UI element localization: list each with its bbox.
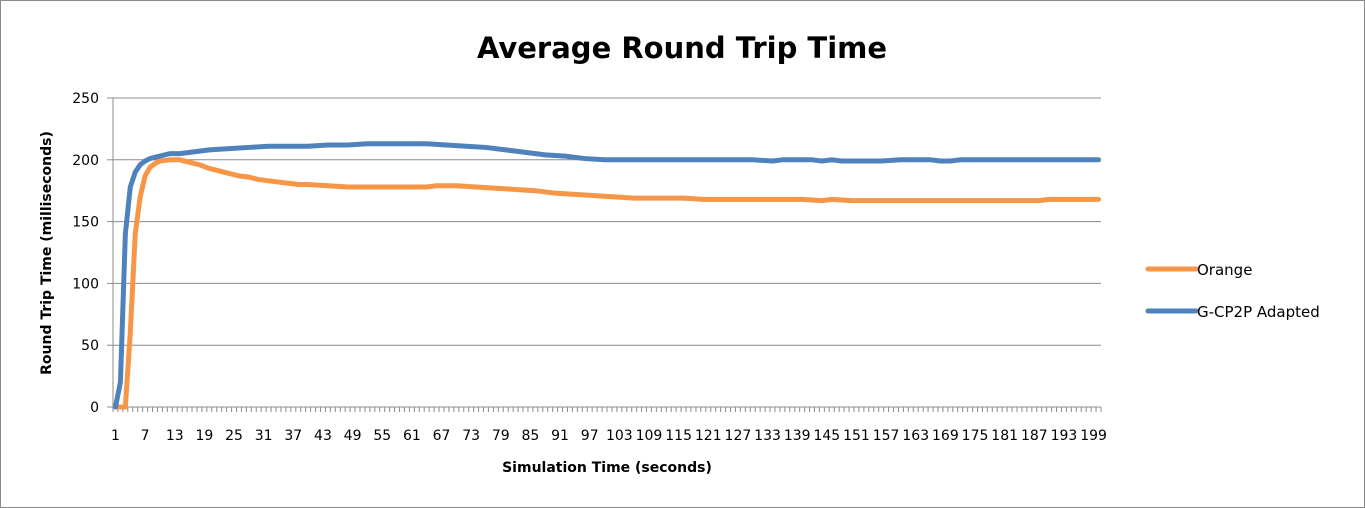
x-tick-label: 91: [551, 428, 569, 444]
x-tick-label: 73: [462, 428, 480, 444]
series-line: [112, 141, 1102, 410]
x-tick-label: 199: [1080, 428, 1107, 444]
x-tick-label: 25: [225, 428, 243, 444]
x-tick-label: 85: [522, 428, 540, 444]
legend: Orange G-CP2P Adapted: [1145, 261, 1320, 321]
x-tick-label: 7: [141, 428, 150, 444]
x-tick-label: 163: [902, 428, 929, 444]
x-tick-label: 49: [344, 428, 362, 444]
x-tick-label: 103: [606, 428, 633, 444]
x-tick-label: 151: [843, 428, 870, 444]
y-tick-label: 0: [90, 400, 99, 416]
x-tick-label: 43: [314, 428, 332, 444]
y-tick-label: 50: [81, 338, 99, 354]
y-tick-label: 100: [72, 276, 99, 292]
x-tick-label: 127: [725, 428, 752, 444]
x-tick-label: 37: [284, 428, 302, 444]
y-tick-label: 200: [72, 153, 99, 169]
x-tick-label: 79: [492, 428, 510, 444]
x-tick-label: 13: [166, 428, 184, 444]
y-tick-label: 150: [72, 215, 99, 231]
x-tick-label: 157: [873, 428, 900, 444]
chart-title: Average Round Trip Time: [477, 31, 887, 65]
series-line: [112, 157, 1102, 410]
y-axis-title: Round Trip Time (milliseconds): [39, 131, 55, 375]
x-tick-label: 97: [581, 428, 599, 444]
x-tick-label: 187: [1021, 428, 1048, 444]
y-tick-labels: 0 50 100 150 200 250: [72, 91, 99, 416]
x-tick-labels: 1 7 13 19 25 31 37 43 49 55 61 67 73 79 85 91 97 103 109 11…: [111, 428, 1107, 444]
x-tick-label: 109: [636, 428, 663, 444]
legend-label: Orange: [1197, 261, 1252, 279]
x-tick-label: 61: [403, 428, 421, 444]
x-tick-label: 67: [433, 428, 451, 444]
series-lines: [112, 141, 1102, 410]
y-tick-label: 250: [72, 91, 99, 107]
x-tick-label: 145: [813, 428, 840, 444]
axes: [112, 98, 1102, 412]
x-tick-label: 175: [962, 428, 989, 444]
x-tick-label: 55: [373, 428, 391, 444]
x-tick-label: 193: [1051, 428, 1078, 444]
x-tick-label: 133: [754, 428, 781, 444]
x-axis-title: Simulation Time (seconds): [502, 460, 712, 476]
x-tick-label: 1: [111, 428, 120, 444]
y-gridlines: [107, 97, 1101, 408]
x-tick-marks: [112, 407, 1102, 412]
x-tick-label: 181: [991, 428, 1018, 444]
x-tick-label: 169: [932, 428, 959, 444]
x-tick-label: 19: [195, 428, 213, 444]
x-tick-label: 121: [695, 428, 722, 444]
x-tick-label: 31: [255, 428, 273, 444]
legend-label: G-CP2P Adapted: [1197, 303, 1320, 321]
x-tick-label: 139: [784, 428, 811, 444]
x-tick-label: 115: [665, 428, 692, 444]
